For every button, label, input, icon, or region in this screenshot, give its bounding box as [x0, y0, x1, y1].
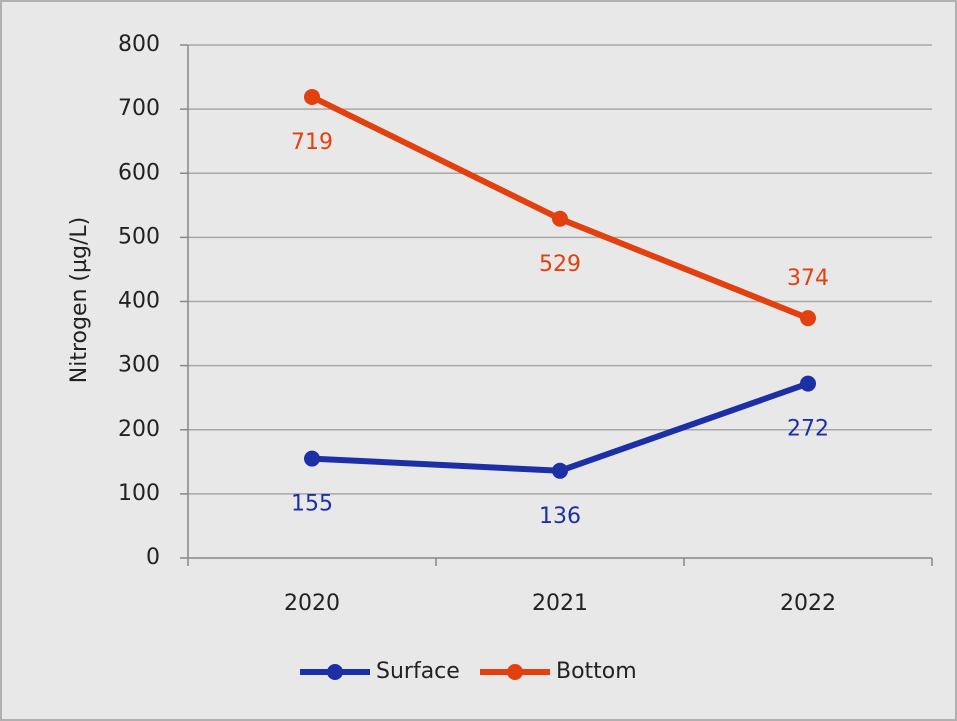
- data-point: [552, 462, 568, 479]
- x-tick-label: 2022: [780, 591, 836, 616]
- legend-label: Bottom: [556, 659, 637, 684]
- data-label: 155: [291, 492, 333, 517]
- legend-marker: [507, 664, 523, 680]
- data-label: 719: [291, 130, 333, 155]
- legend-marker: [327, 664, 343, 680]
- data-label: 374: [787, 266, 829, 291]
- y-tick-label: 700: [118, 96, 160, 121]
- data-label: 529: [539, 252, 581, 277]
- y-tick-label: 800: [118, 32, 160, 57]
- y-axis-title: Nitrogen (µg/L): [67, 217, 92, 383]
- data-label: 136: [539, 504, 581, 529]
- data-point: [304, 88, 320, 105]
- data-point: [304, 450, 320, 467]
- x-tick-label: 2021: [532, 591, 588, 616]
- data-label: 272: [787, 417, 829, 442]
- y-tick-label: 0: [146, 545, 160, 570]
- y-tick-label: 300: [118, 353, 160, 378]
- y-tick-label: 100: [118, 481, 160, 506]
- x-tick-label: 2020: [284, 591, 340, 616]
- y-tick-label: 400: [118, 289, 160, 314]
- legend-label: Surface: [376, 659, 460, 684]
- data-point: [800, 375, 816, 392]
- data-point: [800, 310, 816, 327]
- y-tick-label: 200: [118, 417, 160, 442]
- data-point: [552, 210, 568, 227]
- y-tick-label: 500: [118, 224, 160, 249]
- y-tick-label: 600: [118, 160, 160, 185]
